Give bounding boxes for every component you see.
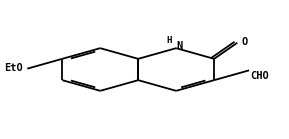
Text: CHO: CHO xyxy=(251,71,269,81)
Text: N: N xyxy=(176,41,183,51)
Text: H: H xyxy=(166,36,172,45)
Text: O: O xyxy=(241,37,247,47)
Text: EtO: EtO xyxy=(4,63,23,73)
